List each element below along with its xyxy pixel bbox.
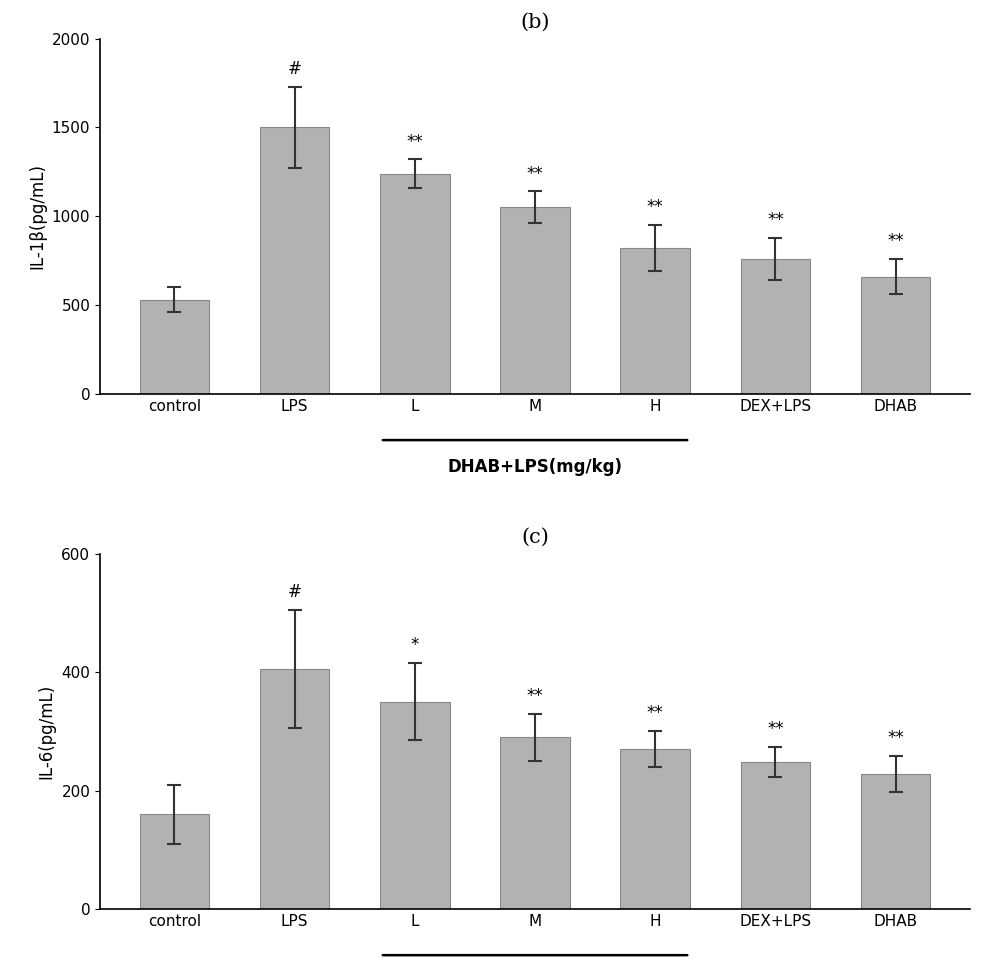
Bar — [500, 737, 570, 909]
Text: **: ** — [527, 164, 543, 183]
Text: **: ** — [527, 687, 543, 705]
Text: **: ** — [767, 211, 784, 229]
Bar — [260, 669, 329, 909]
Bar — [380, 702, 450, 909]
Title: (b): (b) — [520, 13, 550, 32]
Text: #: # — [288, 60, 302, 77]
Text: **: ** — [887, 729, 904, 747]
Text: DHAB+LPS(mg/kg): DHAB+LPS(mg/kg) — [448, 457, 622, 476]
Bar — [620, 749, 690, 909]
Bar — [140, 814, 209, 909]
Y-axis label: IL-6(pg/mL): IL-6(pg/mL) — [38, 684, 56, 779]
Title: (c): (c) — [521, 528, 549, 546]
Text: **: ** — [647, 705, 664, 722]
Text: *: * — [411, 636, 419, 655]
Bar — [741, 762, 810, 909]
Bar — [741, 259, 810, 394]
Text: **: ** — [406, 132, 423, 151]
Text: **: ** — [647, 198, 664, 217]
Bar — [620, 249, 690, 394]
Bar — [140, 300, 209, 394]
Text: **: ** — [887, 232, 904, 250]
Bar — [861, 277, 930, 394]
Bar — [380, 174, 450, 394]
Bar — [260, 128, 329, 394]
Y-axis label: IL-1β(pg/mL): IL-1β(pg/mL) — [28, 163, 46, 269]
Bar — [500, 207, 570, 394]
Text: **: ** — [767, 720, 784, 739]
Bar — [861, 774, 930, 909]
Text: #: # — [288, 583, 302, 601]
